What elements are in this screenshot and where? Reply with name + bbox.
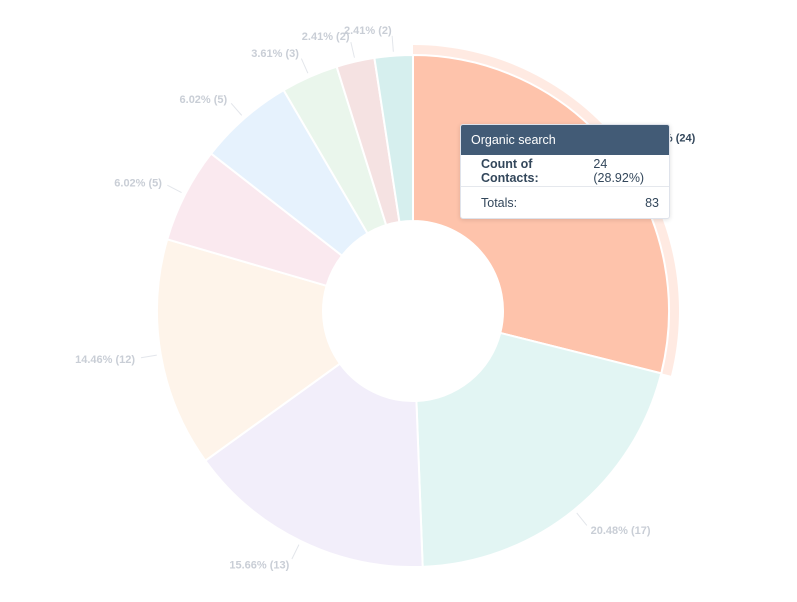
slice-leader-line [230,103,243,116]
chart-tooltip: Organic search Count of Contacts: 24 (28… [460,124,670,219]
slice-leader-line [140,354,157,359]
slice-leader-line [576,512,588,526]
slice-leader-line [300,58,309,74]
tooltip-totals-row: Totals: 83 [461,186,669,218]
slice-leader-line [291,544,300,560]
slice-label-3: 15.66% (13) [229,559,289,571]
tooltip-totals-label: Totals: [481,195,518,210]
slice-label-9: 2.41% (2) [344,25,392,37]
pie-slice-9[interactable] [373,53,414,224]
slice-label-7: 3.61% (3) [251,48,299,60]
tooltip-metric-label: Count of Contacts: [481,156,539,185]
slice-label-2: 20.48% (17) [591,525,651,537]
slice-label-5: 6.02% (5) [114,178,162,190]
tooltip-title: Organic search [461,125,669,155]
pie-slice-3[interactable] [203,362,424,568]
slice-label-8: 2.41% (2) [302,31,350,43]
tooltip-totals-value: 83 [645,195,659,210]
slice-leader-line [350,41,355,58]
pie-slice-4[interactable] [156,238,342,463]
pie-slice-2[interactable] [415,331,663,568]
slice-leader-line [391,35,394,52]
slice-leader-line [167,184,182,193]
tooltip-metric-row: Count of Contacts: 24 (28.92%) [461,155,669,186]
slice-label-6: 6.02% (5) [180,94,228,106]
tooltip-metric-value: 24 (28.92%) [593,156,645,185]
slice-label-4: 14.46% (12) [75,354,135,366]
